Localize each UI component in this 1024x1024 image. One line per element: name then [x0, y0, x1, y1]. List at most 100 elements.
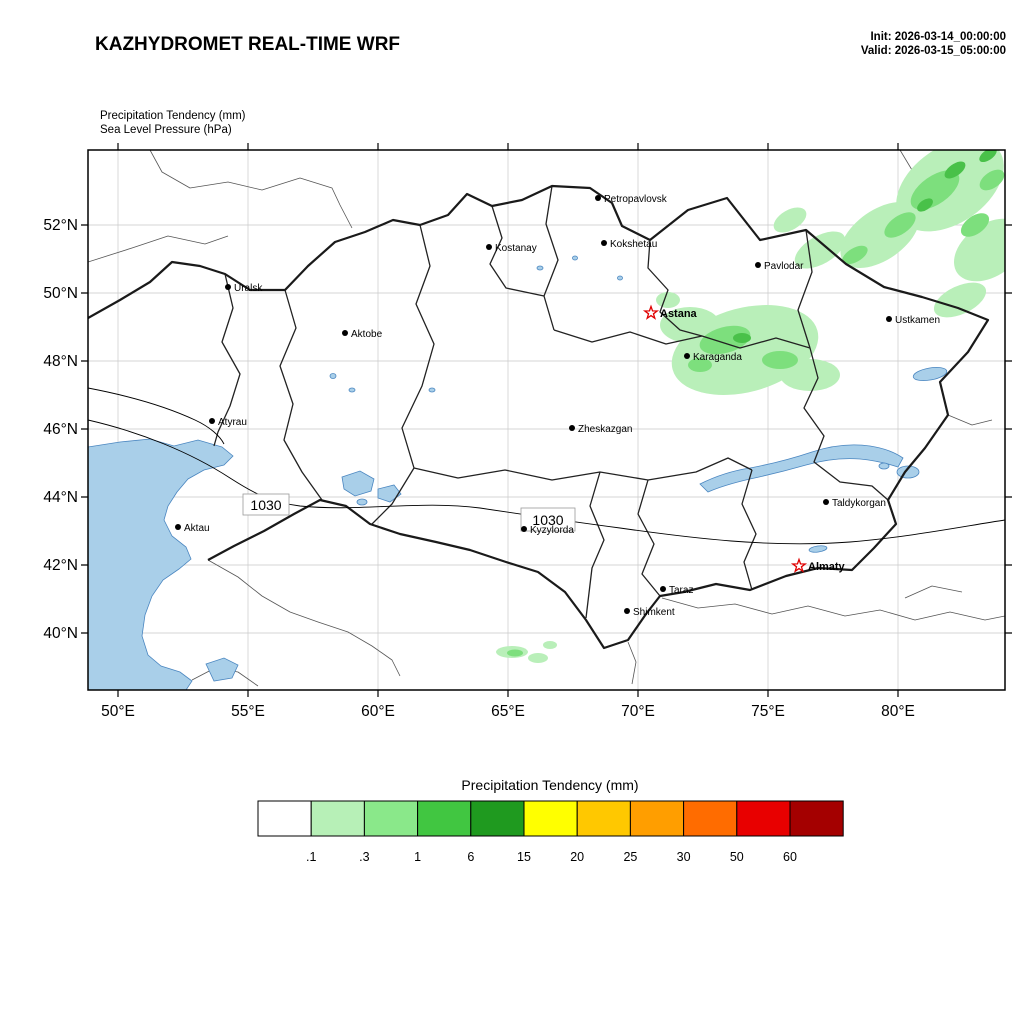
city-label: Petropavlovsk [604, 194, 668, 205]
isobar-1030-a [88, 419, 1005, 545]
city-dot [569, 425, 575, 431]
aral-small-lake [356, 498, 368, 506]
city-dot [175, 524, 181, 530]
lon-tick-label: 75°E [751, 703, 785, 720]
capital-label: Almaty [808, 561, 846, 573]
city-dot [342, 330, 348, 336]
city-aktobe: Aktobe [342, 329, 383, 340]
legend-swatch [257, 800, 312, 837]
legend-tick-label: 6 [467, 850, 474, 864]
legend-swatch [629, 800, 685, 837]
city-label: Aktobe [351, 329, 383, 340]
city-label: Kokshetau [610, 239, 657, 250]
legend-swatch [417, 800, 472, 837]
axis-ticks [81, 143, 1012, 697]
aral-sea-west [341, 470, 375, 497]
small-lake [348, 387, 356, 393]
precip-blob [762, 351, 798, 369]
precip-blob [979, 169, 1005, 191]
precip-blob [944, 161, 966, 179]
city-dot [660, 586, 666, 592]
city-dot [886, 316, 892, 322]
lat-tick-label: 48°N [43, 353, 78, 370]
legend-swatch [789, 800, 844, 837]
lat-tick-label: 40°N [43, 625, 78, 642]
city-dot [209, 418, 215, 424]
precip-blob [842, 245, 868, 265]
lon-tick-label: 50°E [101, 703, 135, 720]
precip-blob [979, 150, 997, 163]
lon-tick-label: 55°E [231, 703, 265, 720]
capital-astana: Astana [644, 305, 698, 320]
city-label: Taraz [669, 585, 693, 596]
oblast-border [543, 185, 559, 331]
oblast-border [647, 239, 703, 337]
map-frame [87, 149, 1006, 691]
city-zheskazgan: Zheskazgan [569, 424, 632, 435]
city-petropavlovsk: Petropavlovsk [595, 194, 668, 205]
oblast-border [279, 289, 323, 501]
city-label: Pavlodar [764, 261, 804, 272]
caspian-gulf [205, 657, 239, 682]
precip-blob [917, 198, 933, 212]
legend-tick-label: 1 [414, 850, 421, 864]
pressure-label-box [242, 493, 290, 516]
pressure-label-1: 1030 [242, 493, 290, 516]
oblast-border [797, 229, 813, 349]
precip-blob [528, 653, 548, 663]
oblast-border [637, 479, 661, 597]
lon-tick-label: 60°E [361, 703, 395, 720]
border-russia-2 [149, 150, 353, 229]
precip-blob [960, 213, 990, 237]
legend-swatch [576, 800, 631, 837]
small-lake [329, 373, 337, 379]
legend-tick-label: 50 [730, 850, 744, 864]
lat-tick-label: 44°N [43, 489, 78, 506]
city-pavlodar: Pavlodar [755, 261, 804, 272]
lon-tick-label: 80°E [881, 703, 915, 720]
legend-tick-label: .3 [359, 850, 369, 864]
precip-light-areas [496, 150, 1005, 663]
city-label: Zheskazgan [578, 424, 632, 435]
city-label: Karaganda [693, 352, 742, 363]
lon-tick-label: 70°E [621, 703, 655, 720]
precip-blob [884, 212, 916, 238]
lat-tick-label: 46°N [43, 421, 78, 438]
legend-tick-label: 30 [677, 850, 691, 864]
isobars [88, 387, 1005, 545]
national-border [88, 184, 990, 650]
city-dot [521, 526, 527, 532]
pressure-label-text: 1030 [532, 512, 563, 528]
precip-blob [780, 359, 840, 391]
aral-sea-east [377, 484, 402, 503]
capital-star-icon [644, 305, 658, 319]
city-dot [225, 284, 231, 290]
kapchagay-reservoir [808, 545, 828, 553]
precip-blob [656, 292, 680, 308]
precip-blob [773, 207, 807, 233]
valid-time: Valid: 2026-03-15_05:00:00 [861, 45, 1006, 57]
border-kyrgyzstan [661, 597, 1005, 621]
legend-swatch [363, 800, 419, 837]
pressure-label-box [520, 507, 576, 532]
legend-swatch [736, 800, 791, 837]
city-dot [486, 244, 492, 250]
city-label: Ustkamen [895, 315, 940, 326]
legend-tick-label: 15 [517, 850, 531, 864]
legend-swatch [310, 800, 365, 837]
map-panel: 52°N 50°N 48°N 46°N 44°N 42°N 40°N 50°E … [43, 143, 1012, 720]
small-lake [428, 387, 436, 393]
precip-blob [507, 649, 523, 657]
precip-blob [910, 170, 960, 210]
precip-blob [933, 282, 987, 318]
capital-label: Astana [660, 308, 698, 320]
lon-tick-label: 65°E [491, 703, 525, 720]
city-shimkent: Shimkent [624, 607, 675, 618]
legend-tick-label: 25 [623, 850, 637, 864]
pressure-label-2: 1030 [520, 507, 576, 532]
city-karaganda: Karaganda [684, 352, 742, 363]
oblast-border [413, 457, 753, 481]
city-kostanay: Kostanay [486, 243, 537, 254]
border-china-1 [947, 414, 993, 426]
